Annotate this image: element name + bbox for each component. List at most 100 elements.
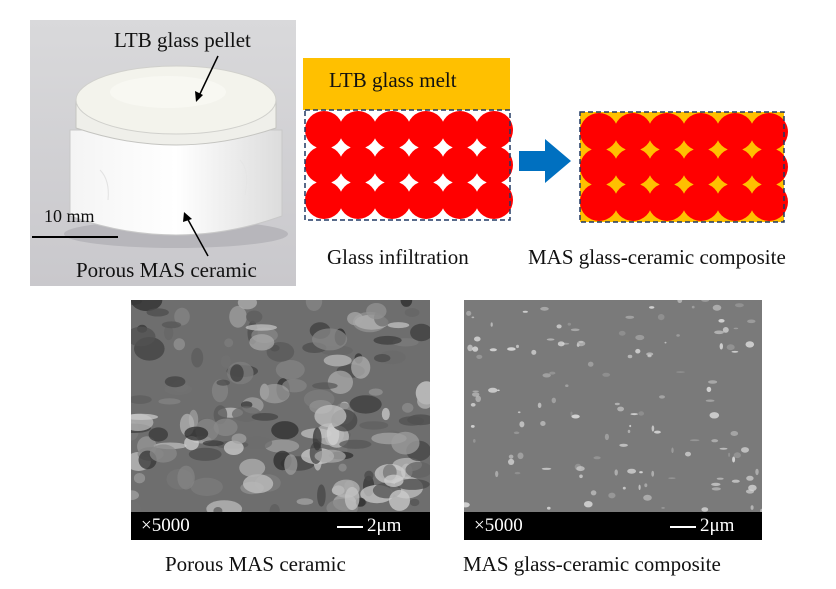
mas-particle [407,181,445,219]
sem-speck [472,390,480,393]
sem-speck [714,330,724,335]
sem-speck [541,467,552,470]
mas-particle [648,113,686,151]
sem-grain [398,416,425,426]
sem-grain [131,300,163,312]
sem-speck [709,412,720,419]
sem-speck [474,336,481,342]
sem-grain [312,427,322,451]
mas-particle [648,148,686,186]
sem-grain [246,310,263,324]
sem-grain [220,355,231,368]
sem-speck [471,316,475,319]
sem-speck [540,421,546,426]
sem-speck [646,352,654,356]
sem-speck [627,468,636,474]
sem-speck [722,327,729,333]
sem-grain [148,427,168,442]
sem-speck [490,322,493,327]
sem-speck [488,387,498,393]
sem-speck [602,372,611,377]
sem-speck [517,411,521,414]
sem-grain [243,474,274,494]
sem-grain [223,440,244,455]
mas-particle [373,181,411,219]
sem-speck [639,471,643,474]
sem-speck [685,451,691,457]
mas-particle [305,146,343,184]
sem-grain [314,449,346,463]
sem-grain [146,308,169,317]
sem-speck [584,501,593,508]
sem-grain [384,474,404,487]
sem-speck [627,429,631,434]
sem-speck [576,340,586,347]
sem-grain [349,395,382,414]
mas-particle [614,148,652,186]
sem-speck [730,431,739,436]
sem-speck [726,344,735,351]
sem-grain [404,308,420,317]
sem-grain [164,376,186,388]
sem-grain [282,379,307,393]
sem-speck [657,314,665,321]
sem-grain [266,342,295,362]
sem-speck [651,470,655,477]
sem-speck [587,361,594,367]
mas-particle [682,113,720,151]
sem-grain [163,325,174,341]
mas-particle [407,146,445,184]
scale-label: 2μm [367,515,402,536]
sem-speck [590,490,597,496]
sem-speck [701,300,710,302]
sem-speck [728,452,731,457]
sem-speck [661,507,665,509]
sem-speck [635,334,645,341]
sem-grain [231,433,247,444]
mas-particle [373,111,411,149]
sem-grain [161,321,182,329]
mas-particle [682,148,720,186]
sem-speck [733,452,741,459]
sem-speck [464,502,470,508]
sem-speck [593,456,601,460]
sem-speck [732,456,736,463]
process-label: Glass infiltration [327,245,469,269]
sem-grain [402,402,414,413]
process-arrow-icon [519,139,571,183]
sem-speck [557,341,565,347]
sem-grain [239,458,266,477]
porous-ceramic-schematic [304,109,513,221]
sem-grain [381,407,390,421]
sem-speck [567,322,571,326]
sem-info-bar: ×5000 2μm [131,512,430,540]
sem-speck [614,402,620,406]
sem-speck [570,328,580,332]
sem-speck [514,471,521,475]
sem-grain [400,300,413,307]
mas-particle [682,183,720,221]
sem-grain [131,490,139,501]
sem-speck [719,343,723,350]
sem-grain [364,470,374,481]
sem-speck [701,507,709,512]
scale-bar [670,526,696,528]
sem-grain [216,379,230,386]
sem-grain [269,504,280,512]
sem-speck [614,469,618,476]
sem-speck [540,306,549,311]
composite-schematic [579,111,788,223]
sem-speck [711,482,721,486]
sem-speck [691,305,695,309]
sem-grain [213,418,238,436]
magnification-label: ×5000 [474,515,523,536]
mas-particle [648,183,686,221]
sem-speck [519,421,525,428]
mas-particle [339,146,377,184]
sem-grain [368,388,383,396]
sem-speck [627,354,633,359]
sem-grain [173,338,185,351]
mas-particle [373,146,411,184]
sem-grain [174,307,190,326]
sem-grain [338,463,347,472]
